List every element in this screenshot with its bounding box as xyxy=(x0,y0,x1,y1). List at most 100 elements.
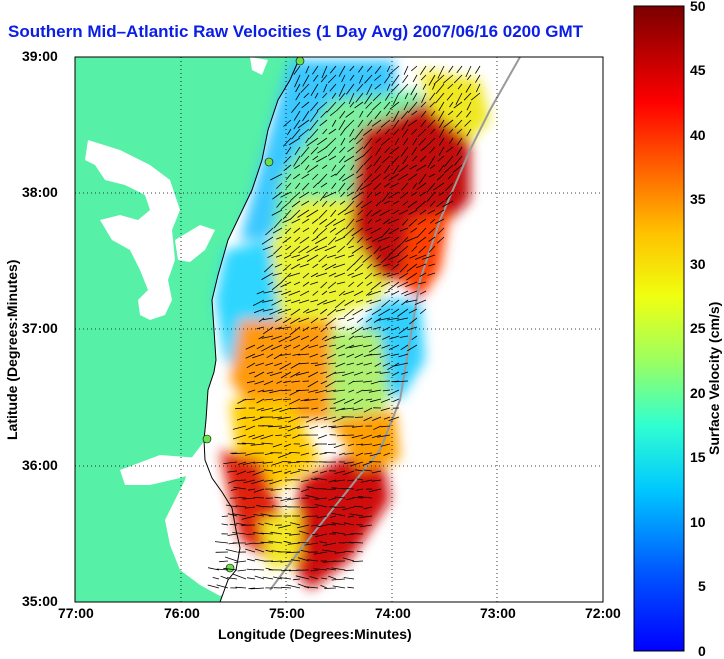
velocity-arrow xyxy=(344,119,355,130)
velocity-arrow xyxy=(282,263,292,272)
velocity-arrow xyxy=(419,308,427,315)
velocity-arrow xyxy=(355,299,364,303)
velocity-arrow xyxy=(363,344,373,348)
velocity-arrow xyxy=(470,92,481,101)
velocity-arrow xyxy=(374,362,382,367)
velocity-arrow xyxy=(419,290,427,295)
velocity-arrow xyxy=(254,569,265,571)
velocity-arrow xyxy=(416,164,427,172)
velocity-arrow xyxy=(370,227,382,234)
velocity-arrow xyxy=(316,515,328,519)
velocity-arrow xyxy=(382,389,391,392)
velocity-arrow xyxy=(319,452,328,455)
velocity-arrow xyxy=(331,119,337,127)
velocity-arrow xyxy=(290,362,301,369)
velocity-arrow xyxy=(314,362,328,367)
velocity-arrow xyxy=(444,155,454,167)
velocity-arrow xyxy=(327,443,337,445)
colorbar-tick: 50 xyxy=(690,0,706,14)
velocity-arrow xyxy=(393,110,400,122)
velocity-arrow xyxy=(404,290,418,297)
velocity-arrow xyxy=(311,218,319,224)
velocity-arrow xyxy=(348,389,355,393)
velocity-arrow xyxy=(341,173,355,182)
velocity-arrow xyxy=(283,380,292,384)
velocity-arrow xyxy=(405,299,418,303)
velocity-arrow xyxy=(343,290,355,296)
velocity-arrow xyxy=(282,209,292,220)
velocity-arrow xyxy=(260,434,274,440)
velocity-arrow xyxy=(356,137,364,145)
velocity-arrow xyxy=(375,200,382,207)
velocity-arrow xyxy=(294,164,301,169)
velocity-arrow xyxy=(268,540,283,544)
velocity-arrow xyxy=(359,110,364,118)
colorbar-tick: 30 xyxy=(690,256,706,272)
velocity-arrow xyxy=(379,371,391,374)
y-tick: 37:00 xyxy=(22,320,58,336)
velocity-arrow xyxy=(312,470,319,474)
velocity-arrow xyxy=(236,470,247,475)
velocity-arrow xyxy=(311,533,319,536)
velocity-arrow xyxy=(436,173,445,181)
velocity-arrow xyxy=(438,101,445,112)
velocity-arrow xyxy=(349,128,355,137)
velocity-arrow xyxy=(405,281,418,288)
velocity-arrow xyxy=(429,200,436,207)
station-marker xyxy=(295,57,305,66)
velocity-arrow xyxy=(402,137,409,146)
velocity-arrow xyxy=(331,182,337,190)
velocity-arrow xyxy=(384,128,391,135)
velocity-arrow xyxy=(237,569,247,572)
velocity-arrow xyxy=(393,200,400,205)
velocity-arrow xyxy=(274,263,283,268)
velocity-arrow xyxy=(320,425,328,429)
velocity-arrow xyxy=(253,514,265,517)
velocity-arrow xyxy=(349,344,364,349)
velocity-arrow xyxy=(252,434,265,440)
velocity-arrow xyxy=(331,425,346,429)
velocity-arrow xyxy=(438,191,445,196)
velocity-arrow xyxy=(273,218,283,229)
velocity-arrow xyxy=(363,469,373,472)
velocity-arrow xyxy=(298,469,310,472)
velocity-arrow xyxy=(443,119,454,128)
colorbar-tick: 15 xyxy=(690,449,706,465)
velocity-arrow xyxy=(348,245,355,249)
velocity-arrow xyxy=(295,575,310,580)
velocity-arrow xyxy=(299,530,310,535)
velocity-arrow xyxy=(438,137,445,146)
velocity-arrow xyxy=(363,506,373,510)
velocity-arrow xyxy=(447,83,454,90)
velocity-arrow xyxy=(348,254,355,258)
velocity-arrow xyxy=(388,191,400,199)
velocity-arrow xyxy=(262,245,274,251)
velocity-arrow xyxy=(301,506,310,508)
velocity-arrow xyxy=(380,137,391,146)
bay-arm xyxy=(175,225,215,262)
velocity-arrow xyxy=(306,308,319,314)
velocity-arrow xyxy=(302,74,310,87)
station-marker xyxy=(264,157,274,167)
velocity-arrow xyxy=(383,173,391,180)
velocity-arrow xyxy=(356,83,364,92)
velocity-arrow xyxy=(310,83,319,96)
velocity-arrow xyxy=(261,335,274,339)
velocity-arrow xyxy=(319,470,328,474)
velocity-arrow xyxy=(401,290,409,295)
velocity-arrow xyxy=(373,425,382,431)
velocity-arrow xyxy=(335,299,346,309)
velocity-arrow xyxy=(370,380,382,385)
velocity-arrow xyxy=(335,407,346,412)
velocity-arrow xyxy=(356,389,364,394)
velocity-arrow xyxy=(328,272,337,277)
velocity-arrow xyxy=(363,137,373,149)
velocity-arrow xyxy=(242,398,256,401)
velocity-arrow xyxy=(316,155,328,163)
velocity-arrow xyxy=(401,128,409,138)
velocity-arrow xyxy=(456,65,463,74)
velocity-arrow xyxy=(334,371,346,374)
velocity-arrow xyxy=(329,110,337,117)
velocity-arrow xyxy=(288,272,301,277)
velocity-arrow xyxy=(331,92,337,99)
